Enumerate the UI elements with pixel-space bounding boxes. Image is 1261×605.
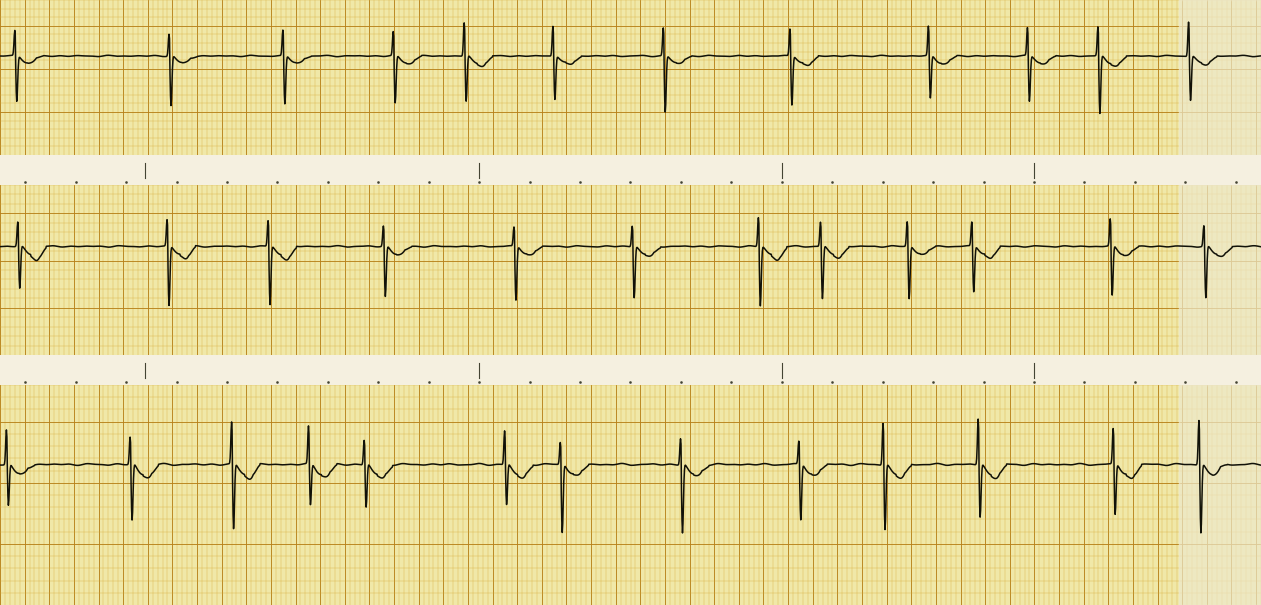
Bar	[1179, 385, 1261, 605]
Bar	[1179, 185, 1261, 355]
Bar	[1179, 0, 1261, 155]
